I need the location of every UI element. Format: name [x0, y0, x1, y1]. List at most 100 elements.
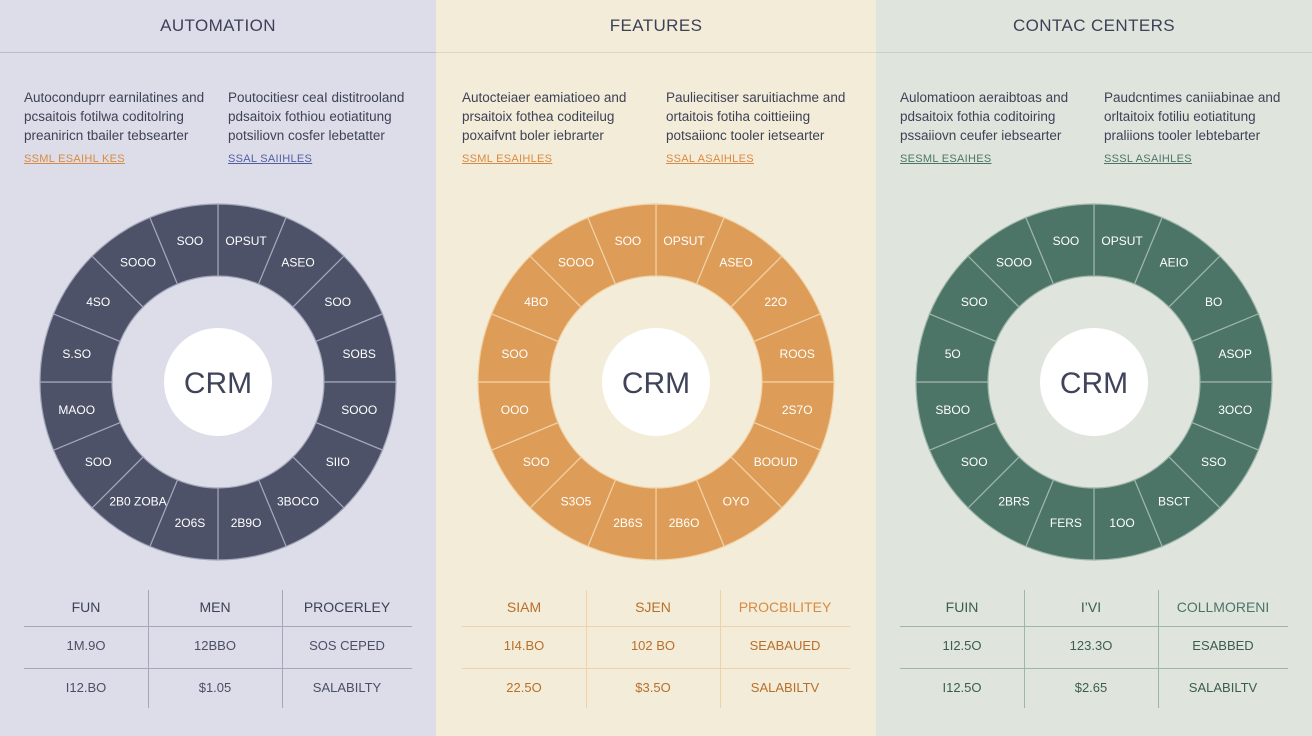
table-header-cell: SJEN	[635, 599, 671, 615]
table-cell: 1M.9O	[66, 638, 106, 653]
table-cell: $2.65	[1074, 680, 1108, 695]
segment-label: 4BO	[524, 295, 548, 309]
text-line: Aulomatioon aeraibtoas and	[900, 90, 1069, 105]
segment-label: 2B0 ZOBA	[109, 495, 166, 509]
panel-contact-centers: CONTAC CENTERS Aulomatioon aeraibtoas an…	[876, 0, 1312, 736]
comparison-table: FUIN I’VI COLLMORENI 1I2.5O 123.3O ESABBED I12…	[900, 590, 1288, 708]
table-header-cell: COLLMORENI	[1176, 599, 1270, 615]
text-line: potsiliovn cosfer lebetatter	[228, 128, 385, 143]
column-link[interactable]: SSSL ASAIHLES	[1104, 153, 1192, 165]
segment-label: 2S7O	[782, 403, 813, 417]
segment-label: 2B9O	[231, 516, 262, 530]
table-cell: 1I2.5O	[942, 638, 982, 653]
table-rule	[462, 668, 850, 669]
text-line: Poutocitiesr ceaI distitrooland	[228, 90, 405, 105]
segment-label: 1OO	[1109, 516, 1134, 530]
column-link[interactable]: SSAL SAIIHLES	[228, 153, 313, 165]
segment-label: SOBS	[343, 347, 376, 361]
segment-label: SOO	[324, 295, 351, 309]
segment-label: SOO	[523, 455, 550, 469]
text-column: Pauliecitiser saruitiachme and ortaitois…	[666, 88, 861, 169]
text-line: Autocteiaer eamiatioeo and	[462, 90, 627, 105]
crm-ring: OPSUT AEIO BO ASOP 3OCO SSO BSCT 1OO FERS 2BRS SOO…	[908, 196, 1280, 568]
segment-label: AEIO	[1160, 255, 1189, 269]
ring-chart: OPSUT ASEO SOO SOBS SOOO SIIO 3BOCO 2B9O 2O6S 2B0…	[39, 203, 397, 561]
segment-label: SOO	[501, 347, 528, 361]
table-cell: 102 BO	[630, 638, 676, 653]
crm-ring: OPSUT ASEO SOO SOBS SOOO SIIO 3BOCO 2B9O 2O6S 2B0…	[32, 196, 404, 568]
table-cell: I12.BO	[65, 680, 107, 695]
segment-label: 2BRS	[998, 495, 1029, 509]
panel-title: AUTOMATION	[0, 0, 436, 53]
segment-label: S3O5	[561, 495, 592, 509]
segment-label: SOO	[961, 295, 988, 309]
segment-label: SOOO	[120, 255, 156, 269]
table-divider	[1024, 590, 1025, 708]
text-line: ortaitois fotiha coittieiing	[666, 109, 811, 124]
segment-label: SOO	[615, 234, 642, 248]
column-link[interactable]: SSML ESAIHLES	[462, 153, 553, 165]
table-cell: I12.5O	[942, 680, 982, 695]
table-header-cell: PROCERLEY	[303, 599, 391, 615]
text-line: Autoconduprr earnilatines and	[24, 90, 205, 105]
segment-label: 3OCO	[1218, 403, 1252, 417]
ring-segment	[587, 203, 657, 285]
ring-chart: OPSUT AEIO BO ASOP 3OCO SSO BSCT 1OO FERS 2BRS SOO…	[915, 203, 1273, 561]
segment-label: ASEO	[719, 255, 752, 269]
panel-title: CONTAC CENTERS	[876, 0, 1312, 53]
table-rule	[462, 626, 850, 627]
text-line: pcsaitois fotilwa coditolring	[24, 109, 184, 124]
crm-label: CRM	[622, 367, 690, 400]
segment-label: SOO	[961, 455, 988, 469]
table-header-cell: FUIN	[945, 599, 979, 615]
table-header-cell: SIAM	[506, 599, 542, 615]
segment-label: OYO	[723, 495, 750, 509]
column-link[interactable]: SSAL ASAIHLES	[666, 153, 754, 165]
column-link[interactable]: SSML ESAIHL KES	[24, 153, 125, 165]
table-rule	[24, 668, 412, 669]
text-line: Paudcntimes caniiabinae and	[1104, 90, 1281, 105]
segment-label: 2O6S	[175, 516, 206, 530]
segment-label: SOOO	[996, 255, 1032, 269]
segment-label: 5O	[945, 347, 961, 361]
segment-label: OPSUT	[1101, 234, 1143, 248]
panel-features: FEATURES Autocteiaer eamiatioeo and prsa…	[436, 0, 876, 736]
ring-segment	[1025, 203, 1095, 285]
table-cell: 1I4.BO	[503, 638, 545, 653]
segment-label: BO	[1205, 295, 1222, 309]
text-column: Autoconduprr earnilatines and pcsaitois …	[24, 88, 219, 169]
segment-label: 3BOCO	[277, 495, 319, 509]
text-line: pdsaitoix fothia coditoiring	[900, 109, 1056, 124]
segment-label: 22O	[764, 295, 787, 309]
segment-label: ROOS	[780, 347, 815, 361]
segment-label: FERS	[1050, 516, 1082, 530]
table-divider	[1158, 590, 1159, 708]
text-line: preaniricn tbailer tebsearter	[24, 128, 189, 143]
table-header-cell: MEN	[199, 599, 231, 615]
text-column: Autocteiaer eamiatioeo and prsaitoix fot…	[462, 88, 657, 169]
table-divider	[148, 590, 149, 708]
text-line: praliions tooler lebtebarter	[1104, 128, 1261, 143]
table-header-cell: PROCBILITEY	[738, 599, 832, 615]
column-link[interactable]: SESML ESAIHES	[900, 153, 992, 165]
segment-label: SSO	[1201, 455, 1226, 469]
table-rule	[900, 626, 1288, 627]
table-rule	[24, 626, 412, 627]
table-rule	[900, 668, 1288, 669]
table-divider	[720, 590, 721, 708]
segment-label: OPSUT	[663, 234, 705, 248]
segment-label: ASOP	[1219, 347, 1252, 361]
table-cell: SALABILTV	[1188, 680, 1258, 695]
segment-label: SOOO	[558, 255, 594, 269]
text-column: Aulomatioon aeraibtoas and pdsaitoix fot…	[900, 88, 1095, 169]
table-divider	[586, 590, 587, 708]
text-line: Pauliecitiser saruitiachme and	[666, 90, 846, 105]
table-header-cell: I’VI	[1080, 599, 1102, 615]
segment-label: SOO	[85, 455, 112, 469]
segment-label: SOO	[1053, 234, 1080, 248]
crm-disc	[602, 328, 710, 436]
text-column: Paudcntimes caniiabinae and orltaitoix f…	[1104, 88, 1299, 169]
segment-label: OOO	[501, 403, 529, 417]
crm-ring: OPSUT ASEO 22O ROOS 2S7O BOOUD OYO 2B6O 2B6S S3O5…	[470, 196, 842, 568]
table-cell: $3.5O	[635, 680, 671, 695]
